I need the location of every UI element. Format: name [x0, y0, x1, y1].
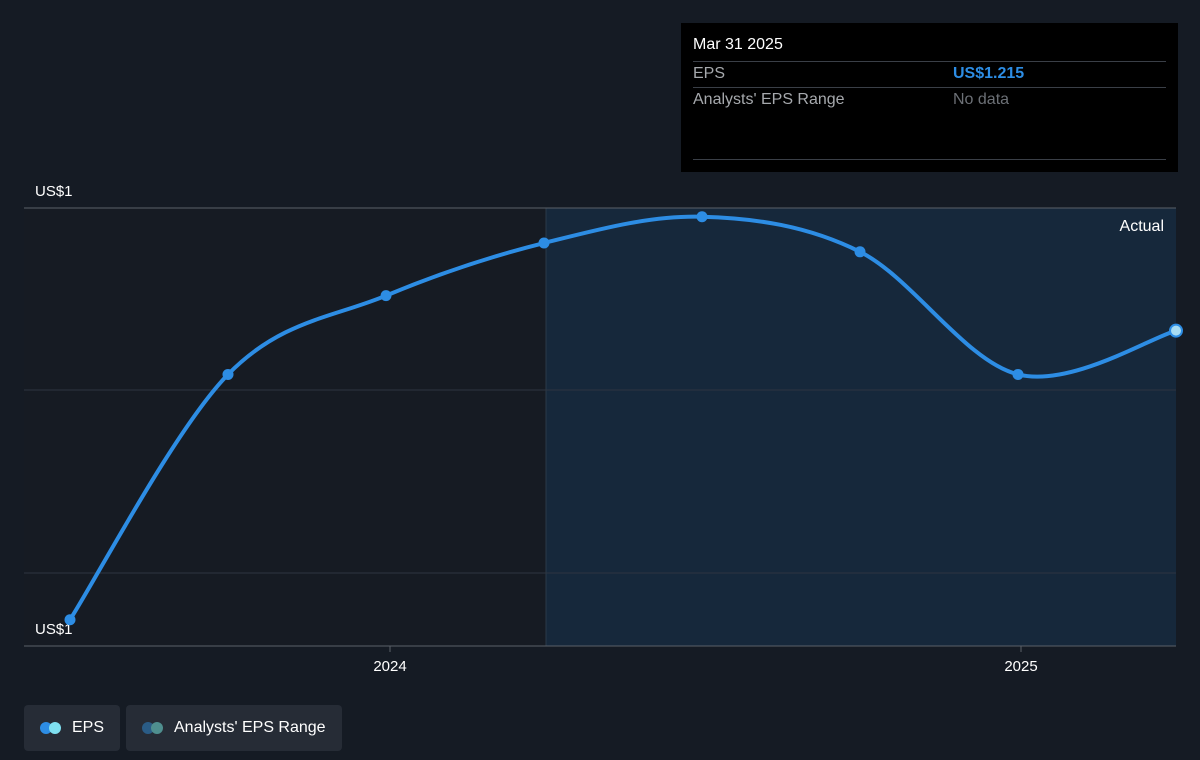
tooltip-range-label: Analysts' EPS Range	[693, 91, 845, 108]
past-region	[24, 208, 546, 646]
legend-analysts-range-icon	[142, 722, 164, 734]
legend-analysts-range-button[interactable]: Analysts' EPS Range	[126, 705, 342, 751]
tooltip-eps-value: US$1.215	[953, 65, 1025, 82]
legend-analysts-range-label: Analysts' EPS Range	[174, 719, 326, 736]
y-tick-label-top: US$1	[35, 183, 73, 200]
tooltip-range-value: No data	[953, 91, 1010, 108]
tooltip-date: Mar 31 2025	[693, 36, 783, 53]
legend-eps-label: EPS	[71, 719, 104, 736]
eps-point	[1169, 323, 1183, 338]
eps-point	[64, 614, 76, 626]
eps-point	[1012, 368, 1024, 380]
y-tick-label-bottom: US$1	[35, 621, 73, 638]
eps-point	[538, 237, 550, 249]
eps-point	[380, 290, 392, 302]
tooltip-divider	[693, 159, 1166, 160]
x-tick-label-2024: 2024	[373, 658, 406, 675]
legend-eps-icon	[40, 722, 62, 734]
eps-point	[696, 211, 708, 223]
actual-region-label: Actual	[1120, 218, 1164, 235]
eps-point	[854, 246, 866, 258]
tooltip: Mar 31 2025 EPS US$1.215 Analysts' EPS R…	[681, 23, 1178, 172]
eps-points	[64, 211, 1183, 626]
tooltip-row-range: Analysts' EPS Range No data	[693, 87, 1166, 113]
tooltip-row-eps: EPS US$1.215	[693, 61, 1166, 87]
legend-eps-button[interactable]: EPS	[24, 705, 120, 751]
eps-point	[222, 368, 234, 380]
tooltip-eps-label: EPS	[693, 65, 726, 82]
x-tick-label-2025: 2025	[1004, 658, 1037, 675]
actual-region	[546, 208, 1176, 646]
